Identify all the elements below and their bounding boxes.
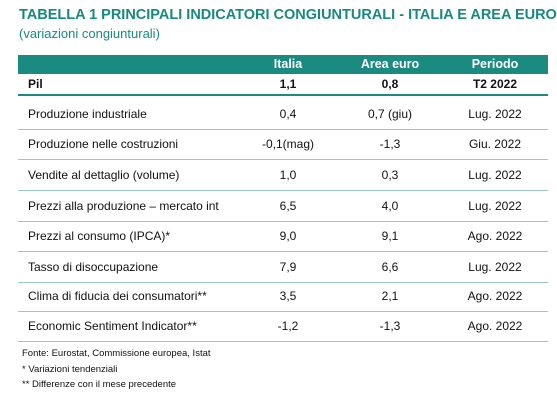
row-label: Economic Sentiment Indicator** <box>28 319 197 333</box>
row-label: Produzione nelle costruzioni <box>28 137 179 151</box>
cell: 6,5 <box>279 199 297 213</box>
cell: Lug. 2022 <box>468 107 522 121</box>
cell: 3,5 <box>279 289 297 303</box>
cell: 6,6 <box>381 260 399 274</box>
row-separator <box>18 251 548 252</box>
row-separator <box>18 341 548 342</box>
row-label: Tasso di disoccupazione <box>28 260 159 274</box>
column-header: Periodo <box>471 57 519 71</box>
row-separator <box>18 190 548 191</box>
row-label: Prezzi alla produzione – mercato int <box>28 199 219 213</box>
cell: Ago. 2022 <box>467 319 523 333</box>
cell: Ago. 2022 <box>467 229 523 243</box>
cell: Lug. 2022 <box>468 168 522 182</box>
footnote: Fonte: Eurostat, Commissione europea, Is… <box>22 348 211 359</box>
cell: -0,1(mag) <box>261 137 314 151</box>
cell: 0,8 <box>381 77 399 91</box>
row-separator <box>18 159 548 160</box>
row-separator <box>18 129 548 130</box>
header-band <box>18 55 548 74</box>
footnote: ** Differenze con il mese precedente <box>22 379 177 390</box>
cell: Ago. 2022 <box>467 289 523 303</box>
cell: 9,1 <box>381 229 399 243</box>
row-separator <box>18 221 548 222</box>
column-header: Italia <box>273 57 303 71</box>
row-label: Prezzi al consumo (IPCA)* <box>28 229 171 243</box>
table-subtitle: (variazioni congiunturali) <box>19 26 160 41</box>
cell: -1,3 <box>379 319 401 333</box>
row-separator <box>18 282 548 283</box>
row-label: Clima di fiducia dei consumatori** <box>28 289 207 303</box>
row-separator <box>18 311 548 312</box>
column-header: Area euro <box>360 57 420 71</box>
cell: 0,4 <box>279 107 297 121</box>
row-label: Vendite al dettaglio (volume) <box>28 168 180 182</box>
row-separator <box>18 94 548 96</box>
cell: 7,9 <box>279 260 297 274</box>
cell: 4,0 <box>381 199 399 213</box>
cell: 1,0 <box>279 168 297 182</box>
cell: Lug. 2022 <box>468 260 522 274</box>
table-title: TABELLA 1 PRINCIPALI INDICATORI CONGIUNT… <box>19 7 557 23</box>
cell: -1,2 <box>277 319 299 333</box>
cell: 9,0 <box>279 229 297 243</box>
row-label: Pil <box>28 77 43 91</box>
cell: 1,1 <box>279 77 297 91</box>
cell: Giu. 2022 <box>468 137 522 151</box>
footnote: * Variazioni tendenziali <box>22 363 118 375</box>
cell: 2,1 <box>381 289 399 303</box>
cell: -1,3 <box>379 137 401 151</box>
cell: 0,3 <box>381 168 399 182</box>
cell: 0,7 (giu) <box>367 107 413 121</box>
cell: Lug. 2022 <box>468 199 522 213</box>
row-label: Produzione industriale <box>28 107 147 121</box>
cell: T2 2022 <box>472 77 518 91</box>
